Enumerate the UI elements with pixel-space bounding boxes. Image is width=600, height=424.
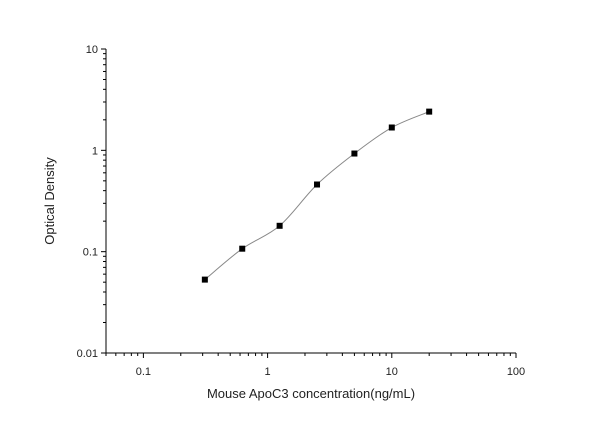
- data-point: [426, 108, 433, 115]
- axes: [101, 48, 517, 358]
- data-point: [314, 181, 321, 188]
- y-tick-label: 1: [92, 145, 98, 157]
- y-axis-title: Optical Density: [42, 157, 57, 245]
- data-points: [201, 108, 433, 283]
- y-tick-label: 10: [86, 44, 98, 56]
- data-point: [239, 245, 246, 252]
- data-point: [351, 150, 358, 157]
- fit-curve: [204, 111, 430, 280]
- x-tick-label: 100: [507, 366, 525, 378]
- y-tick-label: 0.1: [83, 247, 98, 259]
- y-tick-label: 0.01: [77, 348, 98, 360]
- x-tick-label: 0.1: [136, 366, 151, 378]
- tick-labels: 0.1 1 10 100 0.01 0.1 1 10: [77, 44, 526, 378]
- data-point: [388, 124, 395, 131]
- x-axis-title: Mouse ApoC3 concentration(ng/mL): [207, 386, 415, 401]
- x-tick-label: 1: [265, 366, 271, 378]
- data-point: [201, 276, 208, 283]
- data-point: [276, 222, 283, 229]
- x-tick-label: 10: [386, 366, 398, 378]
